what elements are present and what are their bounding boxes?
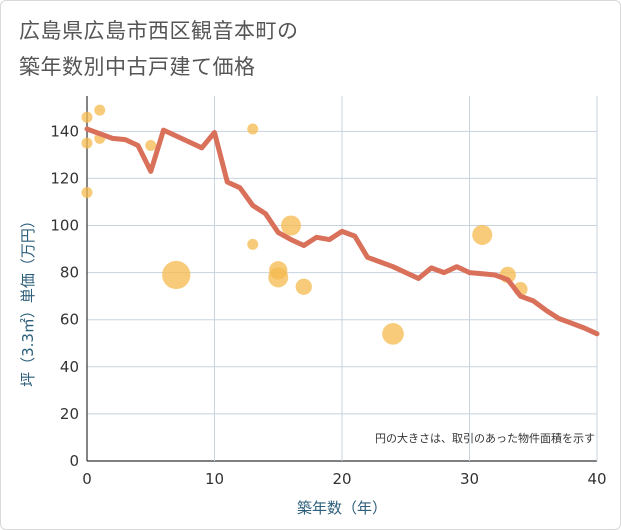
y-tick-label: 60 bbox=[60, 311, 79, 329]
bubble-point bbox=[81, 111, 93, 123]
bubble-point bbox=[269, 261, 288, 280]
price-line bbox=[84, 126, 600, 337]
x-tick-label: 0 bbox=[82, 470, 92, 488]
y-tick-label: 20 bbox=[60, 405, 79, 423]
y-tick-label: 120 bbox=[50, 169, 79, 187]
bubble-point bbox=[247, 238, 259, 250]
y-tick-label: 140 bbox=[50, 122, 79, 140]
bubble-point bbox=[81, 187, 93, 199]
bubble-point bbox=[81, 137, 93, 149]
bubble-point bbox=[382, 323, 404, 345]
bubble-point bbox=[472, 224, 493, 245]
y-tick-label: 80 bbox=[60, 264, 79, 282]
y-tick-label: 0 bbox=[69, 452, 79, 470]
y-tick-label: 100 bbox=[50, 217, 79, 235]
chart-title-line1: 広島県広島市西区観音本町の bbox=[19, 19, 299, 43]
chart-title-line2: 築年数別中古戸建て価格 bbox=[19, 55, 256, 79]
bubble-point bbox=[295, 278, 312, 295]
y-axis-label: 坪（3.3㎡）単価（万円） bbox=[19, 213, 37, 387]
bubble-point bbox=[145, 139, 157, 151]
x-tick-label: 20 bbox=[332, 470, 351, 488]
x-axis-label: 築年数（年） bbox=[297, 499, 387, 517]
x-tick-label: 40 bbox=[587, 470, 606, 488]
y-tick-label: 40 bbox=[60, 358, 79, 376]
bubble-point bbox=[162, 260, 191, 290]
x-tick-label: 10 bbox=[205, 470, 224, 488]
bubble-point bbox=[247, 123, 259, 135]
bubble-point bbox=[280, 215, 302, 236]
bubble-size-note: 円の大きさは、取引のあった物件面積を示す bbox=[375, 431, 595, 445]
price-line-series bbox=[84, 126, 600, 337]
x-tick-label: 30 bbox=[460, 470, 479, 488]
tick-labels: 0 20 40 60 80 100 120 140 0 10 20 30 40 bbox=[50, 122, 606, 488]
bubble-point bbox=[94, 104, 106, 116]
bubble-series bbox=[81, 104, 528, 345]
chart-title: 広島県広島市西区観音本町の 築年数別中古戸建て価格 bbox=[19, 13, 299, 85]
